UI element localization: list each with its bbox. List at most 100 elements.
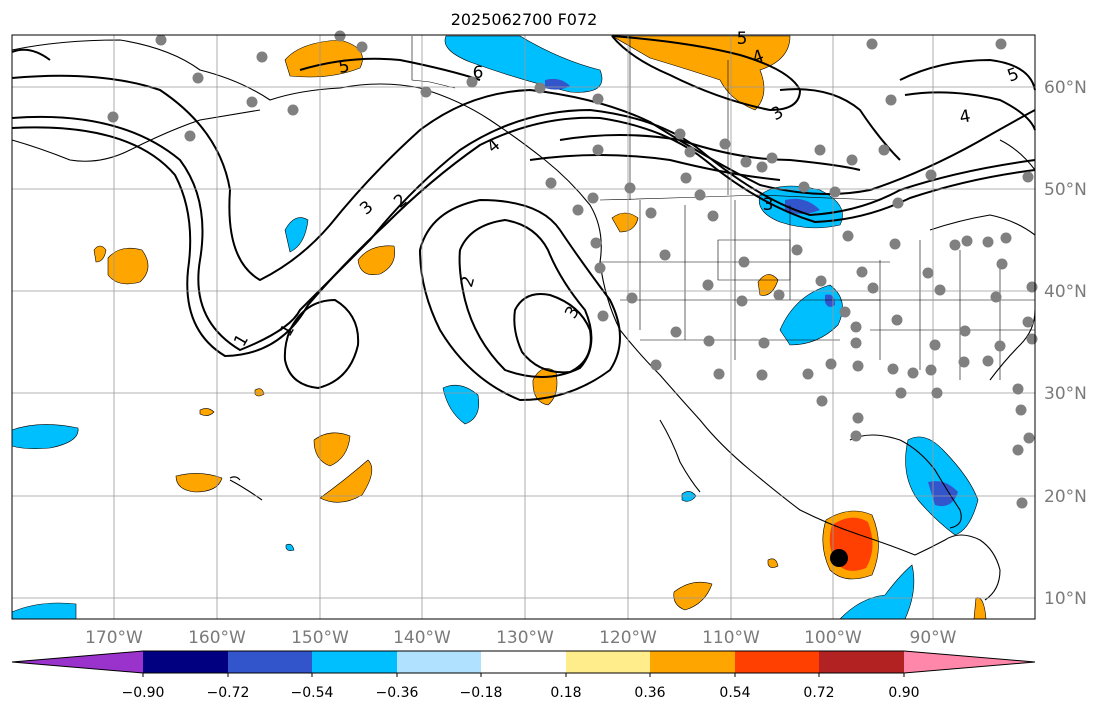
station-dot (798, 181, 810, 193)
station-dot (256, 51, 268, 63)
station-dot (590, 237, 602, 249)
station-dot (850, 321, 862, 333)
station-dot (107, 111, 119, 123)
station-dot (534, 82, 546, 94)
station-dot (842, 230, 854, 242)
station-dot (624, 182, 636, 194)
station-dot (996, 258, 1008, 270)
station-dot (885, 94, 897, 106)
map-area (12, 35, 1035, 619)
negative-anomaly (285, 543, 295, 551)
station-dot (756, 369, 768, 381)
lon-label: 110°W (702, 628, 760, 648)
station-dot (829, 186, 841, 198)
station-dot (852, 360, 864, 372)
station-dot (982, 236, 994, 248)
positive-anomaly (610, 35, 791, 111)
contour-label: 6 (473, 63, 484, 83)
station-dot (736, 295, 748, 307)
colorbar-segment (312, 651, 397, 673)
colorbar-segment (481, 651, 566, 673)
contour-label: 2 (457, 274, 479, 290)
colorbar-tick-label: 0.54 (719, 685, 750, 701)
station-dot (949, 239, 961, 251)
station-dot (850, 430, 862, 442)
negative-anomaly (442, 384, 479, 425)
positive-anomaly (11, 602, 77, 620)
station-dot (703, 335, 715, 347)
height-contours (11, 35, 1036, 402)
positive-anomaly (611, 212, 639, 233)
colorbar (11, 650, 1036, 674)
station-dot (982, 355, 994, 367)
lon-label: 90°W (910, 628, 957, 648)
colorbar-segment (735, 651, 819, 673)
station-dot (1015, 404, 1027, 416)
lon-label: 160°W (188, 628, 246, 648)
station-dot (192, 72, 204, 84)
station-dot (889, 238, 901, 250)
station-dot (867, 282, 879, 294)
positive-anomaly (93, 245, 107, 263)
colorbar-segment (566, 651, 650, 673)
latitude-labels: 60°N 50°N 40°N 30°N 20°N 10°N (1044, 78, 1087, 609)
station-dot (934, 284, 946, 296)
lon-label: 140°W (393, 628, 451, 648)
station-dot (334, 30, 346, 42)
station-dot (892, 197, 904, 209)
contour-label: 5 (737, 29, 748, 49)
lon-label: 130°W (496, 628, 554, 648)
lat-label: 30°N (1044, 384, 1087, 404)
negative-anomaly (11, 424, 79, 449)
station-dot (802, 368, 814, 380)
station-dot (592, 93, 604, 105)
station-dot (1012, 444, 1024, 456)
station-dot (707, 210, 719, 222)
station-dot (878, 144, 890, 156)
colorbar-extend-low (12, 651, 143, 673)
lon-label: 100°W (804, 628, 862, 648)
lat-label: 10°N (1044, 589, 1087, 609)
lon-label: 170°W (85, 628, 143, 648)
colorbar-tick-label: −0.54 (291, 685, 334, 701)
station-dot (994, 340, 1006, 352)
positive-anomaly (254, 388, 265, 397)
negative-anomaly (928, 481, 958, 507)
station-dot (856, 266, 868, 278)
station-dot (719, 138, 731, 150)
lat-lon-grid (12, 35, 1035, 619)
station-dot (895, 387, 907, 399)
station-dot (670, 326, 682, 338)
station-dot (420, 86, 432, 98)
positive-anomaly (767, 558, 779, 568)
station-dot (839, 306, 851, 318)
station-dot (995, 38, 1007, 50)
station-dot (846, 154, 858, 166)
station-dot (814, 144, 826, 156)
station-dot (958, 356, 970, 368)
colorbar-segment (143, 651, 228, 673)
contour-label: 3 (763, 195, 774, 215)
station-dot (961, 235, 973, 247)
station-dot (702, 279, 714, 291)
station-dot (925, 364, 937, 376)
station-dot (791, 244, 803, 256)
station-dot (155, 34, 167, 46)
colorbar-tick-label: 0.18 (550, 685, 581, 701)
station-dot (594, 262, 606, 274)
positive-anomaly (175, 473, 223, 493)
colorbar-segment (819, 651, 904, 673)
positive-anomaly (107, 247, 149, 285)
positive-anomaly (199, 408, 215, 416)
station-dot (680, 172, 692, 184)
station-dot (959, 325, 971, 337)
colorbar-extend-high (904, 651, 1035, 673)
station-dot (740, 156, 752, 168)
contour-label: 4 (958, 106, 972, 128)
lon-label: 120°W (599, 628, 657, 648)
lat-label: 40°N (1044, 282, 1087, 302)
station-dot (545, 177, 557, 189)
station-dot (1022, 171, 1034, 183)
station-dot (713, 368, 725, 380)
station-dot (931, 387, 943, 399)
